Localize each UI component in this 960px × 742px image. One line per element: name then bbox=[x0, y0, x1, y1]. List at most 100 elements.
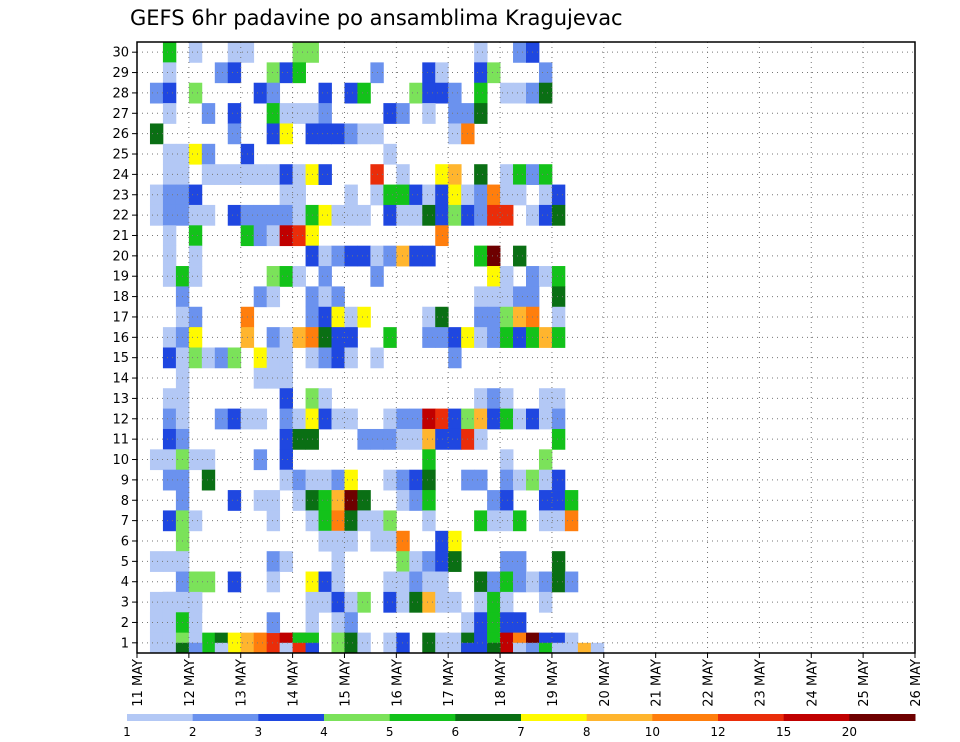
heatmap-cell bbox=[448, 347, 462, 369]
heatmap-cell bbox=[253, 449, 268, 471]
y-tick-label: 28 bbox=[112, 86, 129, 101]
y-tick-label: 6 bbox=[121, 534, 129, 549]
heatmap-cell bbox=[188, 510, 203, 532]
heatmap-cell bbox=[279, 367, 293, 389]
heatmap-cell bbox=[214, 164, 229, 185]
heatmap-cell bbox=[279, 449, 293, 471]
heatmap-cell bbox=[513, 642, 527, 654]
heatmap-cell bbox=[318, 204, 332, 226]
heatmap-cell bbox=[474, 428, 488, 450]
heatmap-cell bbox=[383, 184, 397, 206]
x-tick-label: 12 MAY bbox=[183, 659, 198, 707]
colorbar-segment bbox=[652, 714, 719, 721]
heatmap-cell bbox=[201, 449, 216, 471]
heatmap-cell bbox=[357, 428, 371, 450]
colorbar-tick-label: 8 bbox=[583, 725, 591, 739]
heatmap-cell bbox=[564, 510, 579, 532]
y-tick-label: 21 bbox=[112, 229, 129, 244]
heatmap-cell bbox=[422, 632, 436, 654]
heatmap-cell bbox=[331, 347, 345, 369]
heatmap-cell bbox=[188, 82, 203, 104]
heatmap-cell bbox=[318, 82, 332, 104]
heatmap-cell bbox=[383, 143, 397, 165]
heatmap-cell bbox=[266, 164, 281, 185]
heatmap-cell bbox=[422, 103, 436, 124]
heatmap-cell bbox=[500, 164, 514, 185]
heatmap-cell bbox=[435, 306, 449, 328]
colorbar-tick-label: 4 bbox=[320, 725, 328, 739]
heatmap-cell bbox=[162, 408, 177, 430]
heatmap-cell bbox=[461, 642, 475, 654]
heatmap-cell bbox=[409, 591, 423, 613]
heatmap-cell bbox=[396, 591, 410, 613]
heatmap-cell bbox=[162, 204, 177, 226]
heatmap-cell bbox=[188, 327, 203, 348]
heatmap-cell bbox=[538, 408, 553, 430]
heatmap-cell bbox=[318, 408, 332, 430]
heatmap-cell bbox=[538, 449, 553, 471]
heatmap-cell bbox=[422, 184, 436, 206]
heatmap-cell bbox=[538, 490, 553, 511]
heatmap-cell bbox=[214, 347, 229, 369]
heatmap-cell bbox=[487, 204, 501, 226]
heatmap-cell bbox=[162, 225, 177, 247]
heatmap-cell bbox=[474, 103, 488, 124]
heatmap-cell bbox=[149, 204, 164, 226]
colorbar-segment bbox=[586, 714, 653, 721]
heatmap-cell bbox=[227, 571, 242, 593]
colorbar-segment bbox=[521, 714, 588, 721]
heatmap-cell bbox=[422, 490, 436, 511]
y-tick-label: 5 bbox=[121, 555, 129, 570]
heatmap-cell bbox=[292, 408, 306, 430]
heatmap-cell bbox=[318, 469, 332, 491]
y-tick-label: 10 bbox=[112, 453, 129, 468]
y-tick-label: 9 bbox=[121, 473, 129, 488]
heatmap-cell bbox=[487, 245, 501, 267]
heatmap-cell bbox=[487, 571, 501, 593]
heatmap-cell bbox=[487, 286, 501, 308]
y-tick-label: 24 bbox=[112, 168, 129, 183]
heatmap-cell bbox=[318, 123, 332, 145]
heatmap-cell bbox=[513, 184, 527, 206]
heatmap-cell bbox=[551, 408, 566, 430]
heatmap-cell bbox=[435, 632, 449, 654]
heatmap-cell bbox=[318, 164, 332, 185]
heatmap-cell bbox=[188, 143, 203, 165]
heatmap-cell bbox=[227, 632, 242, 654]
heatmap-cell bbox=[162, 469, 177, 491]
heatmap-cell bbox=[292, 469, 306, 491]
heatmap-cell bbox=[448, 591, 462, 613]
y-tick-label: 8 bbox=[121, 494, 129, 509]
y-tick-label: 2 bbox=[121, 616, 129, 631]
heatmap-cell bbox=[331, 612, 345, 634]
heatmap-cell bbox=[227, 347, 242, 369]
heatmap-cell bbox=[474, 62, 488, 84]
heatmap-cell bbox=[396, 428, 410, 450]
heatmap-cell bbox=[357, 632, 371, 654]
heatmap-cell bbox=[162, 62, 177, 84]
heatmap-cell bbox=[175, 642, 190, 654]
heatmap-cell bbox=[266, 510, 281, 532]
heatmap-cell bbox=[162, 164, 177, 185]
heatmap-cell bbox=[396, 530, 410, 552]
heatmap-cell bbox=[266, 367, 281, 389]
heatmap-cell bbox=[344, 591, 358, 613]
heatmap-cell bbox=[318, 327, 332, 348]
heatmap-cell bbox=[383, 530, 397, 552]
heatmap-cell bbox=[474, 510, 488, 532]
heatmap-cell bbox=[422, 591, 436, 613]
heatmap-cell bbox=[188, 225, 203, 247]
heatmap-cell bbox=[435, 530, 449, 552]
heatmap-cell bbox=[396, 184, 410, 206]
heatmap-cell bbox=[422, 449, 436, 471]
x-axis: 11 MAY 12 MAY 13 MAY 14 MAY 15 MAY 16 MAY 17 M… bbox=[131, 653, 924, 707]
heatmap-cell bbox=[448, 632, 462, 654]
heatmap-cell bbox=[266, 327, 281, 348]
heatmap-cell bbox=[564, 642, 579, 654]
heatmap-cell bbox=[279, 123, 293, 145]
heatmap-cell bbox=[538, 591, 553, 613]
y-tick-label: 3 bbox=[121, 596, 129, 611]
heatmap-cell bbox=[396, 103, 410, 124]
x-tick-label: 18 MAY bbox=[494, 659, 509, 707]
